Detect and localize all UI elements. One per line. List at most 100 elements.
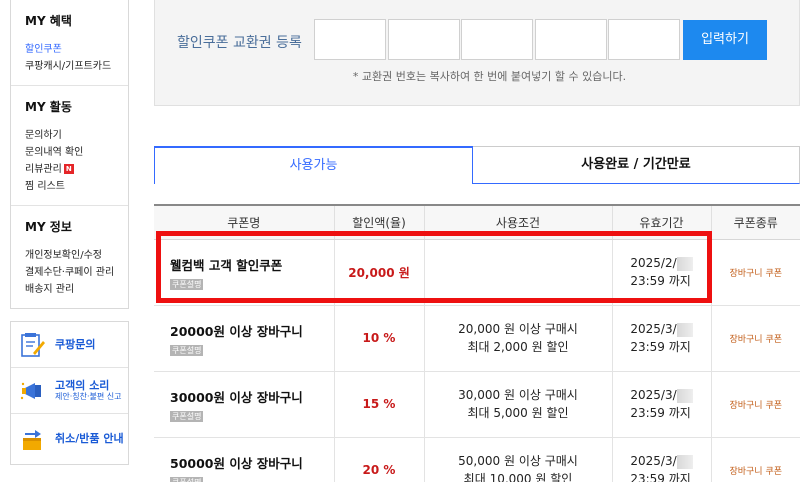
cs-inquiry-link[interactable]: 쿠팡문의 <box>11 322 128 368</box>
coupon-type-cell: 장바구니 쿠폰 <box>710 371 800 438</box>
coupon-validity-cell: 2025/3/23:59 까지 <box>611 305 711 372</box>
sidebar-item-inquiry-history[interactable]: 문의내역 확인 <box>25 147 84 158</box>
sidebar-section-title: MY 활동 <box>25 100 72 114</box>
voucher-label: 할인쿠폰 교환권 등록 <box>177 35 302 51</box>
coupon-name: 50000원 이상 장바구니 <box>170 455 303 471</box>
coupon-type: 장바구니 쿠폰 <box>729 401 783 411</box>
coupon-name-cell: 웰컴백 고객 할인쿠폰 쿠폰설명 <box>154 239 334 306</box>
sidebar-item-label: 리뷰관리 <box>25 164 62 175</box>
coupon-valid-time: 23:59 까지 <box>630 274 691 288</box>
coupon-name-cell: 50000원 이상 장바구니 쿠폰설명 <box>154 437 334 482</box>
coupon-description-button[interactable]: 쿠폰설명 <box>170 278 204 290</box>
megaphone-icon <box>20 382 41 399</box>
coupon-name: 웰컴백 고객 할인쿠폰 <box>170 257 283 273</box>
coupon-amount-cell: 20 % <box>333 437 424 482</box>
column-header-name: 쿠폰명 <box>154 204 334 240</box>
sidebar-section-info: MY 정보 개인정보확인/수정 결제수단·쿠페이 관리 배송지 관리 <box>11 206 128 308</box>
coupon-name-cell: 20000원 이상 장바구니 쿠폰설명 <box>154 305 334 372</box>
coupon-condition-max: 최대 2,000 원 할인 <box>467 340 569 354</box>
cs-voice-label: 고객의 소리 <box>55 379 110 392</box>
coupon-tabs: 사용가능 사용완료 / 기간만료 <box>154 146 800 184</box>
coupon-description-button[interactable]: 쿠폰설명 <box>170 344 204 356</box>
sidebar-item-cash-giftcard[interactable]: 쿠팡캐시/기프트카드 <box>25 61 112 72</box>
coupon-description-button[interactable]: 쿠폰설명 <box>170 410 204 422</box>
new-badge: N <box>63 164 74 174</box>
coupon-condition: 30,000 원 이상 구매시 <box>458 388 578 402</box>
coupon-valid-date: 2025/3/ <box>630 322 677 336</box>
coupon-table: 쿠폰명 할인액(율) 사용조건 유효기간 쿠폰종류 웰컴백 고객 할인쿠폰 쿠폰… <box>154 204 800 482</box>
coupon-validity-cell: 2025/3/23:59 까지 <box>611 371 711 438</box>
coupon-amount-cell: 20,000 원 <box>333 239 424 306</box>
coupon-name: 30000원 이상 장바구니 <box>170 389 303 405</box>
sidebar: MY 혜택 할인쿠폰 쿠팡캐시/기프트카드 MY 활동 문의하기 문의내역 확인… <box>10 0 129 465</box>
redacted-date <box>676 256 693 271</box>
coupon-name-cell: 30000원 이상 장바구니 쿠폰설명 <box>154 371 334 438</box>
table-row: 웰컴백 고객 할인쿠폰 쿠폰설명 20,000 원 2025/2/23:59 까… <box>154 239 800 306</box>
coupon-condition-max: 최대 5,000 원 할인 <box>467 406 569 420</box>
column-header-amount: 할인액(율) <box>333 204 424 240</box>
customer-service-box: 쿠팡문의 고객의 소리 제안·칭찬·불편 신고 취소/반품 안내 <box>10 321 129 465</box>
table-row: 50000원 이상 장바구니 쿠폰설명 20 % 50,000 원 이상 구매시… <box>154 437 800 482</box>
coupon-name: 20000원 이상 장바구니 <box>170 323 303 339</box>
coupon-description-button[interactable]: 쿠폰설명 <box>170 476 204 482</box>
redacted-date <box>676 454 693 469</box>
coupon-valid-date: 2025/3/ <box>630 454 677 468</box>
sidebar-item-profile[interactable]: 개인정보확인/수정 <box>25 250 102 261</box>
voucher-code-input-4[interactable] <box>535 19 607 60</box>
redacted-date <box>676 322 693 337</box>
sidebar-section-activity: MY 활동 문의하기 문의내역 확인 리뷰관리 N 찜 리스트 <box>11 86 128 206</box>
coupon-validity: 2025/2/23:59 까지 <box>630 254 693 290</box>
table-row: 20000원 이상 장바구니 쿠폰설명 10 % 20,000 원 이상 구매시… <box>154 305 800 372</box>
coupon-condition: 50,000 원 이상 구매시 <box>458 454 578 468</box>
coupon-validity-cell: 2025/3/23:59 까지 <box>611 437 711 482</box>
voucher-code-input-2[interactable] <box>388 19 460 60</box>
coupon-amount: 10 % <box>362 331 396 345</box>
cs-voice-sublabel: 제안·칭찬·불편 신고 <box>55 392 122 401</box>
coupon-condition: 20,000 원 이상 구매시 <box>458 322 578 336</box>
cs-voice-text: 고객의 소리 제안·칭찬·불편 신고 <box>55 379 122 402</box>
sidebar-section-title: MY 정보 <box>25 220 72 234</box>
sidebar-section-title: MY 혜택 <box>25 14 72 28</box>
return-box-icon <box>23 430 41 450</box>
coupon-valid-date: 2025/2/ <box>630 256 677 270</box>
coupon-amount: 20 % <box>362 463 396 477</box>
inquiry-icon <box>21 332 45 357</box>
sidebar-item-inquiry[interactable]: 문의하기 <box>25 130 62 141</box>
coupon-type-cell: 장바구니 쿠폰 <box>710 437 800 482</box>
coupon-amount: 20,000 원 <box>348 265 410 280</box>
sidebar-item-discount-coupon[interactable]: 할인쿠폰 <box>25 44 62 55</box>
coupon-condition-cell: 50,000 원 이상 구매시 최대 10,000 원 할인 <box>423 437 612 482</box>
cs-return-label: 취소/반품 안내 <box>55 432 124 445</box>
voucher-submit-button[interactable]: 입력하기 <box>683 20 767 60</box>
cs-voice-link[interactable]: 고객의 소리 제안·칭찬·불편 신고 <box>11 368 128 414</box>
voucher-code-input-5[interactable] <box>608 19 680 60</box>
coupon-condition-cell <box>423 239 612 306</box>
coupon-type: 장바구니 쿠폰 <box>729 335 783 345</box>
cs-return-link[interactable]: 취소/반품 안내 <box>11 414 128 464</box>
coupon-type-cell: 장바구니 쿠폰 <box>710 305 800 372</box>
voucher-code-input-3[interactable] <box>461 19 533 60</box>
sidebar-item-payment[interactable]: 결제수단·쿠페이 관리 <box>25 267 115 278</box>
coupon-type: 장바구니 쿠폰 <box>729 269 783 279</box>
coupon-valid-date: 2025/3/ <box>630 388 677 402</box>
sidebar-item-wishlist[interactable]: 찜 리스트 <box>25 181 65 192</box>
tab-available[interactable]: 사용가능 <box>154 146 473 184</box>
voucher-register-panel: 할인쿠폰 교환권 등록 입력하기 * 교환권 번호는 복사하여 한 번에 붙여넣… <box>154 0 800 106</box>
coupon-type: 장바구니 쿠폰 <box>729 467 783 477</box>
table-header-row: 쿠폰명 할인액(율) 사용조건 유효기간 쿠폰종류 <box>154 204 800 240</box>
coupon-amount-cell: 10 % <box>333 305 424 372</box>
cs-inquiry-label: 쿠팡문의 <box>55 337 96 351</box>
coupon-validity-cell: 2025/2/23:59 까지 <box>611 239 711 306</box>
coupon-valid-time: 23:59 까지 <box>630 406 691 420</box>
coupon-validity: 2025/3/23:59 까지 <box>630 386 693 422</box>
sidebar-menu: MY 혜택 할인쿠폰 쿠팡캐시/기프트카드 MY 활동 문의하기 문의내역 확인… <box>10 0 129 309</box>
column-header-type: 쿠폰종류 <box>710 204 800 240</box>
sidebar-item-review[interactable]: 리뷰관리 N <box>25 161 116 178</box>
voucher-code-input-1[interactable] <box>314 19 386 60</box>
redacted-date <box>676 388 693 403</box>
tab-used-expired[interactable]: 사용완료 / 기간만료 <box>473 146 800 184</box>
table-row: 30000원 이상 장바구니 쿠폰설명 15 % 30,000 원 이상 구매시… <box>154 371 800 438</box>
sidebar-item-address[interactable]: 배송지 관리 <box>25 284 75 295</box>
sidebar-section-benefits: MY 혜택 할인쿠폰 쿠팡캐시/기프트카드 <box>11 0 128 86</box>
